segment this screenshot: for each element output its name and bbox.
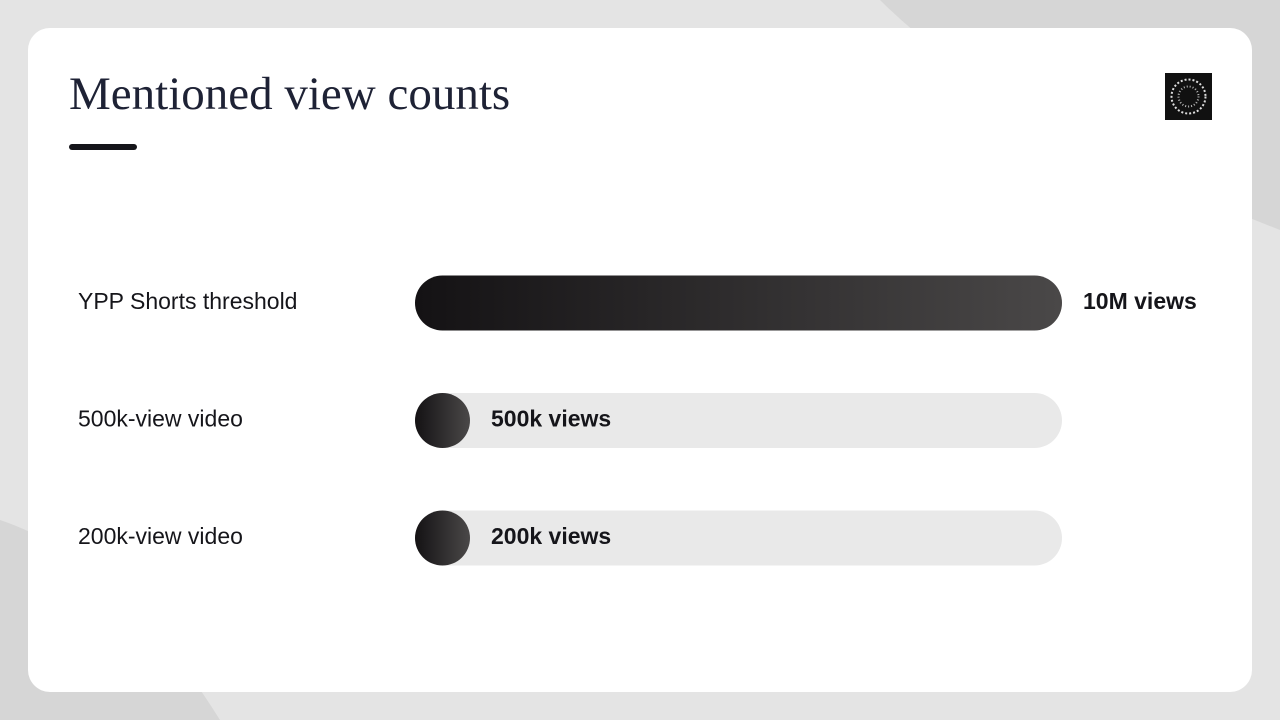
logo-pattern bbox=[1177, 85, 1200, 108]
bar bbox=[415, 510, 470, 566]
category-label: YPP Shorts threshold bbox=[78, 288, 297, 314]
category-label: 500k-view video bbox=[78, 406, 243, 432]
bar bbox=[415, 275, 1062, 331]
value-label: 10M views bbox=[1083, 288, 1197, 314]
value-label: 500k views bbox=[491, 406, 611, 432]
bar bbox=[415, 393, 470, 448]
category-label: 200k-view video bbox=[78, 523, 243, 549]
value-label: 200k views bbox=[491, 523, 611, 549]
logo-box bbox=[1165, 73, 1212, 120]
plot: YPP Shorts threshold 10M views 500k-view v… bbox=[78, 275, 1197, 566]
logo bbox=[1165, 73, 1212, 120]
bar-track bbox=[415, 510, 1062, 566]
chart-title: Mentioned view counts bbox=[69, 68, 510, 120]
card bbox=[28, 28, 1252, 692]
title-underline bbox=[69, 144, 137, 150]
logo-pattern bbox=[1170, 78, 1207, 115]
bar-track bbox=[415, 393, 1062, 448]
